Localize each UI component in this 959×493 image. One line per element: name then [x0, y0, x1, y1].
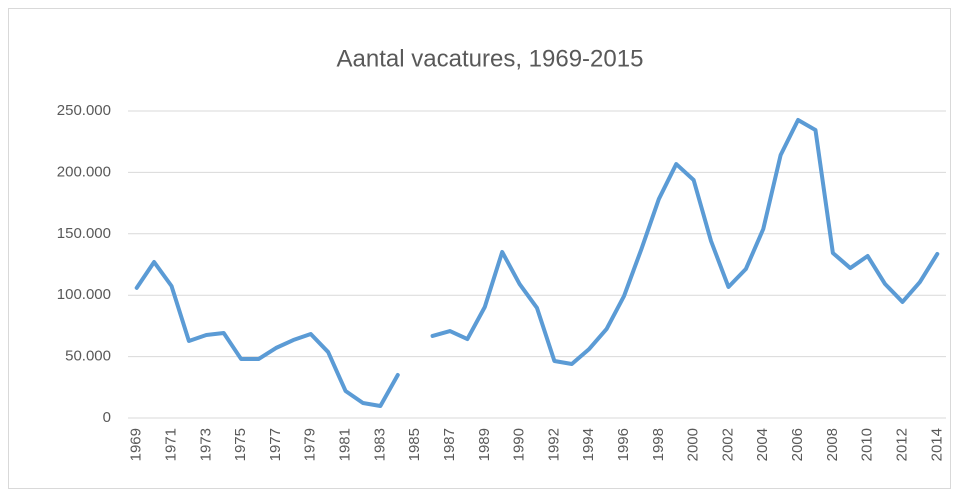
x-tick-label: 1994	[580, 428, 597, 461]
y-tick-label: 100.000	[57, 286, 111, 303]
y-tick-label: 50.000	[65, 348, 111, 365]
x-tick-label: 1971	[162, 428, 179, 461]
y-tick-label: 250.000	[57, 102, 111, 119]
x-tick-label: 1990	[511, 428, 528, 461]
x-tick-label: 2006	[789, 428, 806, 461]
x-tick-label: 2012	[893, 428, 910, 461]
line-series	[134, 260, 400, 408]
x-tick-label: 1981	[337, 428, 354, 461]
x-tick-label: 2010	[859, 428, 876, 461]
x-tick-label: 1985	[406, 428, 423, 461]
x-tick-label: 2000	[685, 428, 702, 461]
y-tick-label: 0	[103, 409, 111, 426]
x-tick-label: 2014	[928, 428, 945, 461]
x-tick-label: 1977	[267, 428, 284, 461]
x-tick-label: 1998	[650, 428, 667, 461]
x-tick-label: 2004	[754, 428, 771, 461]
x-tick-label: 1983	[371, 428, 388, 461]
x-tick-label: 1973	[197, 428, 214, 461]
chart-border	[8, 8, 951, 489]
x-tick-label: 1979	[302, 428, 319, 461]
x-tick-label: 1975	[232, 428, 249, 461]
y-tick-label: 150.000	[57, 225, 111, 242]
chart-title: Aantal vacatures, 1969-2015	[337, 45, 644, 72]
x-tick-label: 1969	[128, 428, 145, 461]
x-tick-label: 1992	[545, 428, 562, 461]
x-tick-label: 1989	[476, 428, 493, 461]
x-tick-label: 2002	[719, 428, 736, 461]
line-series	[430, 117, 940, 366]
x-tick-label: 1987	[441, 428, 458, 461]
y-tick-label: 200.000	[57, 163, 111, 180]
x-tick-label: 1996	[615, 428, 632, 461]
x-tick-label: 2008	[824, 428, 841, 461]
